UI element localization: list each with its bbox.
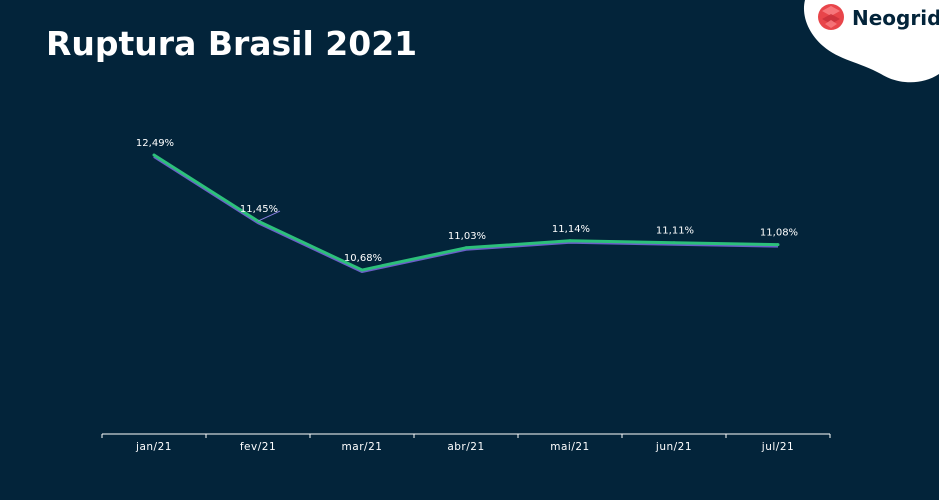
data-point xyxy=(776,243,780,247)
x-tick-label: mai/21 xyxy=(550,441,589,453)
x-tick-label: jun/21 xyxy=(655,441,692,453)
data-point xyxy=(464,246,468,250)
logo-text: Neogrid xyxy=(852,6,939,30)
data-label: 11,11% xyxy=(656,226,694,237)
data-point xyxy=(152,153,156,157)
data-point xyxy=(568,239,572,243)
x-tick-label: mar/21 xyxy=(342,441,383,453)
x-tick-label: fev/21 xyxy=(240,441,276,453)
label-leader xyxy=(257,210,281,222)
data-label: 10,68% xyxy=(344,253,382,264)
data-label: 12,49% xyxy=(136,138,174,149)
logo-badge xyxy=(799,0,939,85)
data-label: 11,03% xyxy=(448,231,486,242)
x-tick-label: jan/21 xyxy=(135,441,172,453)
data-point xyxy=(360,268,364,272)
chart-title: Ruptura Brasil 2021 xyxy=(46,24,418,63)
data-label: 11,14% xyxy=(552,224,590,235)
neogrid-icon xyxy=(818,4,844,30)
data-label: 11,45% xyxy=(240,204,278,215)
data-point xyxy=(672,241,676,245)
x-tick-label: abr/21 xyxy=(447,441,484,453)
x-tick-label: jul/21 xyxy=(761,441,794,453)
data-label: 11,08% xyxy=(760,228,798,239)
